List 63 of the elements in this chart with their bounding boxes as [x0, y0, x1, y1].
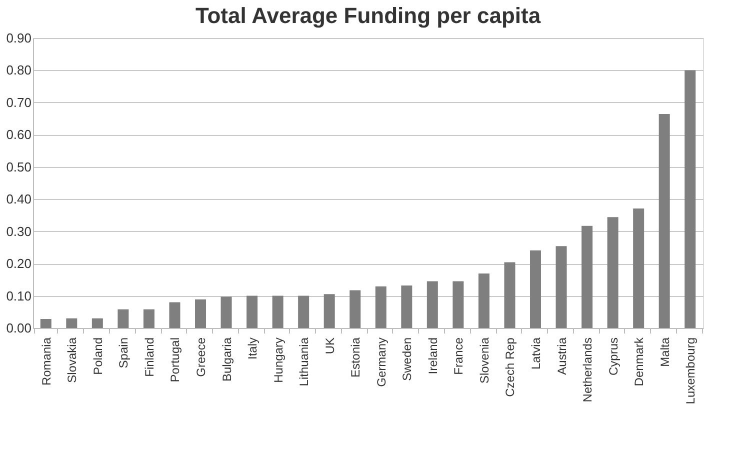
bar — [401, 285, 412, 328]
x-tick-label: Slovenia — [477, 337, 492, 384]
bar — [452, 281, 464, 328]
bar — [350, 290, 361, 328]
x-tick-label: Denmark — [632, 336, 646, 386]
x-tick-label: Greece — [194, 337, 208, 377]
bar — [66, 318, 78, 328]
x-tick-label: Hungary — [271, 338, 286, 383]
x-tick-label: Bulgaria — [220, 337, 234, 382]
chart-title: Total Average Funding per capita — [195, 3, 542, 28]
x-tick-label: Latvia — [529, 337, 543, 370]
bar — [143, 309, 154, 328]
x-tick-label: Ireland — [426, 338, 440, 374]
bar — [118, 309, 129, 328]
bar — [246, 296, 258, 328]
x-tick-label: Netherlands — [580, 338, 595, 402]
y-tick-label: 0.00 — [6, 320, 32, 336]
x-tick-label: Portugal — [168, 338, 182, 382]
x-tick-label: Malta — [658, 337, 672, 367]
x-tick-label: Estonia — [348, 337, 363, 378]
x-tick-label: Spain — [116, 338, 131, 368]
x-tick-label: Czech Rep — [503, 337, 518, 397]
x-tick-label: Lithuania — [297, 337, 312, 386]
x-tick-label: Romania — [39, 337, 54, 386]
x-tick-label: Italy — [246, 338, 260, 360]
x-tick-label: UK — [322, 338, 337, 354]
bar — [426, 281, 438, 328]
x-tick-label: Cyprus — [606, 338, 620, 376]
bar — [272, 296, 284, 328]
y-tick-label: 0.40 — [6, 192, 32, 207]
x-tick-label: Germany — [374, 338, 388, 387]
y-tick-label: 0.50 — [6, 159, 32, 174]
bar — [582, 226, 593, 328]
bar — [556, 246, 567, 328]
bar — [324, 294, 335, 328]
bar — [169, 302, 180, 328]
bar — [195, 299, 206, 328]
bar — [298, 296, 310, 328]
bar — [530, 250, 541, 328]
bar — [220, 296, 232, 328]
y-tick-label: 0.30 — [6, 224, 32, 239]
bar — [92, 318, 103, 328]
bar — [375, 286, 386, 328]
x-tick-label: Luxembourg — [684, 338, 698, 404]
bar — [633, 208, 644, 328]
bar — [40, 318, 52, 328]
y-tick-label: 0.20 — [6, 256, 32, 272]
y-tick-label: 0.10 — [6, 288, 32, 304]
x-tick-label: Poland — [90, 338, 105, 375]
bar — [684, 70, 696, 328]
bar — [658, 114, 670, 328]
x-tick-label: Sweden — [400, 338, 414, 381]
x-tick-label: Slovakia — [65, 337, 80, 383]
y-tick-label: 0.60 — [6, 127, 32, 142]
x-tick-label: Austria — [554, 337, 569, 375]
y-tick-label: 0.90 — [6, 30, 32, 46]
bar — [504, 262, 516, 328]
bar — [478, 274, 490, 328]
y-tick-label: 0.70 — [6, 94, 32, 110]
bar — [607, 217, 618, 328]
x-tick-label: France — [452, 337, 466, 375]
y-tick-label: 0.80 — [6, 62, 32, 78]
x-tick-label: Finland — [142, 338, 156, 377]
